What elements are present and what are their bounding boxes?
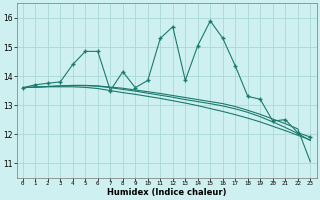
X-axis label: Humidex (Indice chaleur): Humidex (Indice chaleur)	[107, 188, 226, 197]
